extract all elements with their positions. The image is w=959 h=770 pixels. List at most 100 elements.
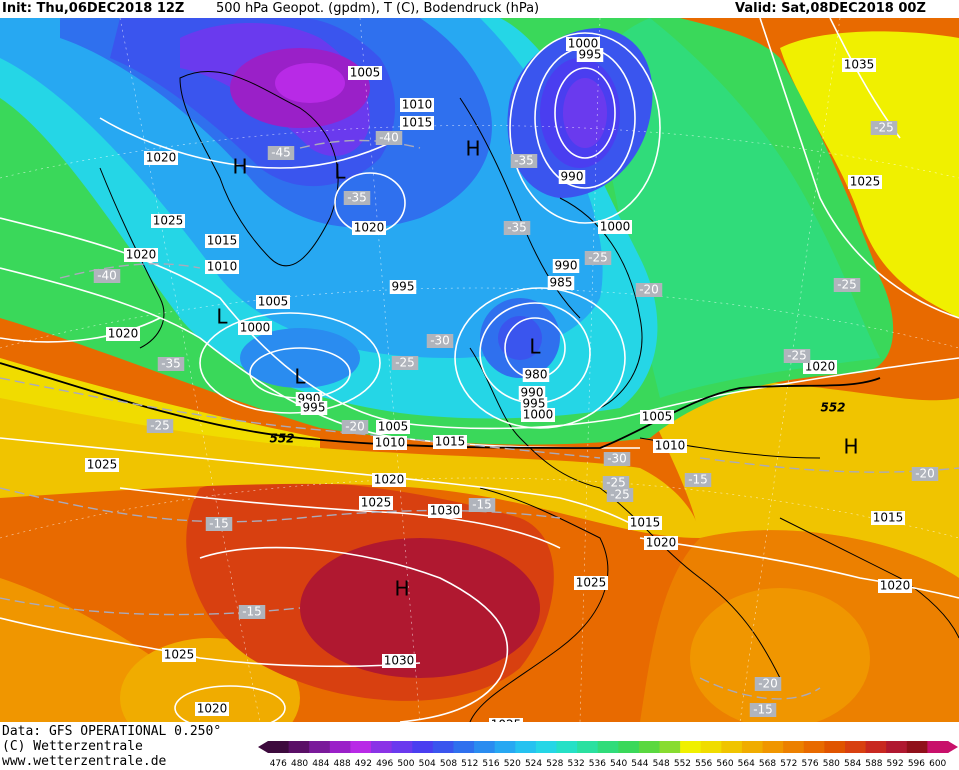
colorbar-tick-label: 520	[504, 759, 521, 769]
isotherm-label-box	[510, 154, 538, 168]
colorbar-swatch	[412, 741, 434, 753]
colorbar-tick-label: 552	[674, 759, 691, 769]
isobar-label: 1020	[354, 221, 385, 235]
isobar-label-box	[566, 37, 600, 51]
colorbar-swatch	[700, 741, 722, 753]
colorbar-swatch	[494, 741, 516, 753]
colorbar-tick-label: 576	[801, 759, 818, 769]
isobar-label-box	[842, 58, 876, 72]
isotherm-label: -25	[874, 121, 894, 135]
high-pressure-symbol: H	[843, 435, 858, 459]
isobar-label-box	[205, 234, 239, 248]
isotherm-label-box	[833, 278, 861, 292]
isotherm-label: -15	[688, 473, 708, 487]
colorbar-tick-label: 580	[823, 759, 840, 769]
colorbar-tick-label: 544	[631, 759, 648, 769]
isotherm-label-box	[684, 473, 712, 487]
isotherm-label: -25	[588, 251, 608, 265]
isobar-label: 990	[521, 386, 544, 400]
website-url: www.wetterzentrale.de	[2, 754, 167, 769]
isobar-label-box	[205, 260, 239, 274]
isobar-label-box	[803, 360, 837, 374]
colorbar-tick-label: 528	[546, 759, 563, 769]
isobar-label: 1000	[600, 220, 631, 234]
low-pressure-symbol: L	[294, 365, 306, 389]
colorbar-swatch	[886, 741, 908, 753]
colorbar-swatch	[577, 741, 599, 753]
high-pressure-symbol: H	[394, 577, 409, 601]
isotherm-label: -15	[209, 517, 229, 531]
colorbar-swatch	[535, 741, 557, 753]
isobar-label: 1030	[384, 654, 415, 668]
high-pressure-symbol: H	[465, 137, 480, 161]
colorbar-swatch	[762, 741, 784, 753]
isobar-label-box	[144, 151, 178, 165]
colorbar-tick-label: 500	[397, 759, 414, 769]
colorbar-low-arrow	[258, 741, 268, 753]
isobar-label: 985	[550, 276, 573, 290]
isobar-label-box	[382, 654, 416, 668]
isobar-label-box	[428, 504, 462, 518]
colorbar-swatch	[474, 741, 496, 753]
isotherm-label-box	[468, 498, 496, 512]
colorbar-swatch	[453, 741, 475, 753]
isobar-label: 1015	[402, 116, 433, 130]
colorbar-tick-label: 492	[355, 759, 372, 769]
isotherm-label: -20	[758, 677, 778, 691]
isobar-label-box	[574, 576, 608, 590]
isotherm-label: -35	[514, 154, 534, 168]
isobar-label: 1015	[630, 516, 661, 530]
isotherm-label-box	[602, 476, 630, 490]
isobar-label: 1020	[146, 151, 177, 165]
map-title: 500 hPa Geopot. (gpdm), T (C), Bodendruc…	[216, 1, 540, 16]
contour-552-label: 552	[269, 432, 294, 446]
isobar-label-box	[256, 295, 290, 309]
colorbar-swatch	[741, 741, 764, 753]
isobar-label-box	[372, 473, 406, 487]
copyright: (C) Wetterzentrale	[2, 739, 143, 754]
isobar-label: 1025	[164, 648, 195, 662]
colorbar-tick-label: 584	[844, 759, 861, 769]
colorbar-tick-label: 556	[695, 759, 712, 769]
isotherm-label-box	[146, 419, 174, 433]
isotherm-label: -25	[606, 476, 626, 490]
isobar-label: 1025	[576, 576, 607, 590]
isobar-label: 1025	[153, 214, 184, 228]
isobar-label: 1005	[642, 410, 673, 424]
colorbar-swatch	[371, 741, 393, 753]
colorbar-tick-label: 484	[312, 759, 329, 769]
isotherm-label-box	[870, 121, 898, 135]
isotherm-label: -20	[639, 283, 659, 297]
isobar-label: 1020	[108, 327, 139, 341]
isotherm-label-box	[343, 191, 371, 205]
colorbar-swatch	[288, 741, 310, 753]
isotherm-label-box	[635, 283, 663, 297]
isobar-label-box	[376, 420, 410, 434]
isobar-label: 1010	[207, 260, 238, 274]
pressure-system-labels: H L H L L L H H	[216, 137, 858, 601]
colorbar-swatch	[432, 741, 454, 753]
colorbar-tick-label: 560	[716, 759, 733, 769]
isotherm-label: -25	[395, 356, 415, 370]
isobar-label-box	[547, 276, 575, 290]
init-time: Init: Thu,06DEC2018 12Z	[2, 1, 185, 16]
isobar-label: 1010	[375, 436, 406, 450]
isobar-label: 1010	[655, 439, 686, 453]
isotherm-label: -35	[161, 357, 181, 371]
isobar-label: 1015	[873, 511, 904, 525]
graticule	[0, 18, 959, 722]
isotherm-label: -30	[607, 452, 627, 466]
colorbar-tick-label: 480	[291, 759, 308, 769]
colorbar-swatch	[556, 741, 578, 753]
isobar-label-box	[162, 648, 196, 662]
contour-552-labels: 552 552	[269, 401, 845, 446]
colorbar-tick-label: 548	[653, 759, 670, 769]
isobar-label: 1005	[350, 66, 381, 80]
colorbar-tick-label: 476	[270, 759, 287, 769]
isobar-label: 1025	[850, 175, 881, 189]
colorbar-swatch	[515, 741, 537, 753]
isotherm-label: -25	[610, 488, 630, 502]
contour-552	[0, 362, 881, 449]
isobar-label-box	[373, 436, 407, 450]
isotherm-label: -25	[787, 349, 807, 363]
